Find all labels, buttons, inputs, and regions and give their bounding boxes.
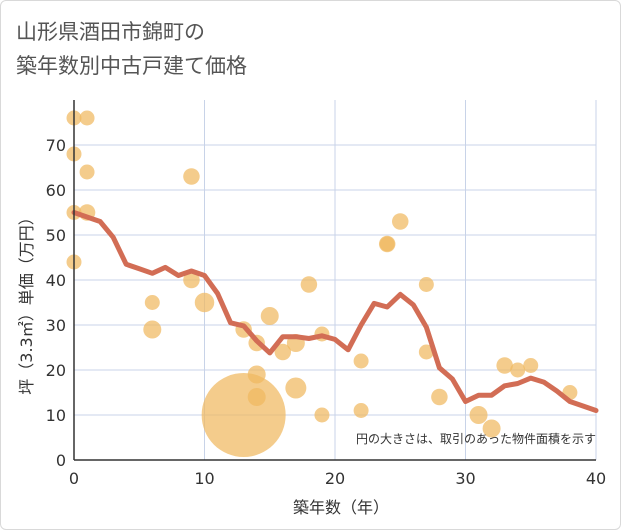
x-tick-label: 0	[69, 469, 79, 488]
scatter-layer	[66, 110, 578, 457]
scatter-point	[482, 419, 501, 438]
scatter-point	[314, 407, 330, 423]
y-tick-label: 60	[46, 181, 66, 200]
scatter-point	[274, 343, 292, 361]
grid-layer	[74, 100, 597, 460]
scatter-point	[353, 403, 369, 418]
x-tick-label: 20	[325, 469, 345, 488]
y-tick-label: 30	[46, 316, 66, 335]
scatter-point	[379, 236, 395, 252]
scatter-point	[79, 164, 95, 180]
scatter-point	[143, 320, 162, 339]
y-tick-label: 10	[46, 406, 66, 425]
y-tick-label: 70	[46, 136, 66, 155]
scatter-point	[510, 362, 526, 378]
scatter-point	[183, 271, 200, 289]
scatter-point	[79, 110, 95, 126]
scatter-point	[392, 213, 409, 230]
x-tick-label: 10	[194, 469, 214, 488]
y-tick-label: 0	[56, 451, 66, 470]
size-annotation: 円の大きさは、取引のあった物件面積を示す	[356, 431, 596, 446]
x-tick-label: 40	[586, 469, 606, 488]
y-tick-label: 50	[46, 226, 66, 245]
x-axis-title: 築年数（年）	[293, 498, 389, 517]
chart-title-line2: 築年数別中古戸建て価格	[16, 54, 247, 78]
trend-line-layer	[71, 210, 599, 413]
scatter-point	[523, 358, 539, 373]
scatter-point	[183, 168, 200, 185]
chart-title-line1: 山形県酒田市錦町の	[16, 20, 205, 44]
scatter-point	[300, 276, 318, 293]
x-tick-label: 30	[455, 469, 475, 488]
scatter-point	[431, 388, 448, 406]
scatter-point	[285, 377, 307, 399]
axis-layer: 0 10 20 30 40 0 10 20 30 40 50 60 70	[46, 100, 606, 488]
y-tick-label: 40	[46, 271, 66, 290]
scatter-point	[496, 357, 513, 374]
scatter-point	[194, 292, 215, 313]
y-tick-label: 20	[46, 361, 66, 380]
trend-line	[71, 210, 599, 413]
scatter-point	[144, 295, 160, 310]
scatter-point	[247, 365, 266, 384]
scatter-point	[353, 353, 369, 369]
chart-title: 山形県酒田市錦町の 築年数別中古戸建て価格	[16, 15, 247, 83]
scatter-point	[418, 344, 434, 360]
scatter-point	[201, 373, 286, 457]
scatter-point	[469, 406, 488, 424]
scatter-point	[260, 307, 279, 325]
scatter-point	[247, 388, 266, 406]
scatter-point	[418, 277, 434, 292]
y-axis-title: 坪（3.3㎡）単価（万円）	[17, 209, 36, 394]
